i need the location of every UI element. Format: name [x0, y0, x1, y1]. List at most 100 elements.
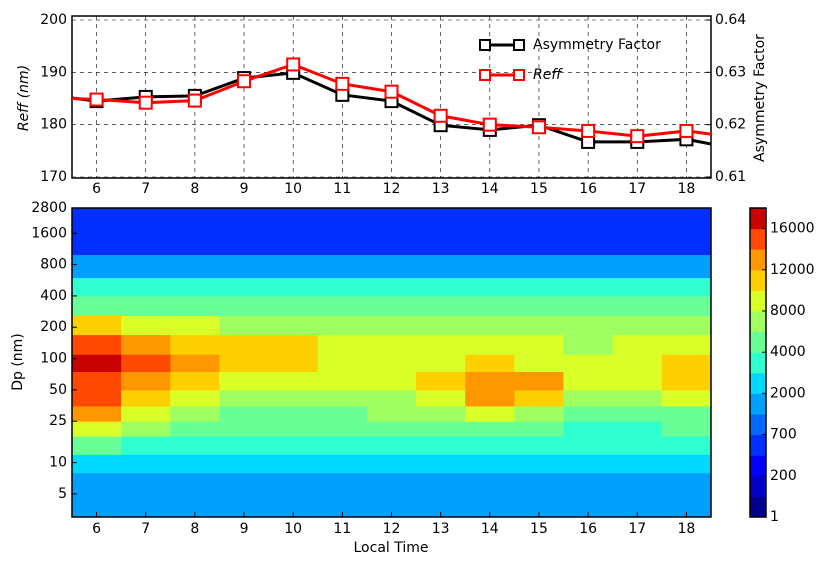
- heat-cell: [514, 389, 565, 407]
- legend-label: Asymmetry Factor: [533, 37, 661, 53]
- heat-cell: [661, 315, 712, 336]
- x-tick-label: 9: [240, 181, 249, 197]
- y-tick-label: 170: [40, 169, 67, 185]
- legend-marker: [479, 69, 491, 81]
- heat-cell: [416, 405, 466, 422]
- heat-cell: [317, 389, 368, 407]
- heat-cell: [416, 472, 466, 495]
- x-tick-label: 18: [678, 521, 696, 537]
- y-axis-label: Reff (nm): [16, 65, 32, 131]
- heat-cell: [72, 354, 122, 373]
- heat-cell: [465, 277, 515, 297]
- heat-cell: [514, 208, 565, 256]
- colorbar-tick-label: 4000: [770, 344, 806, 360]
- y-tick-label: 200: [40, 12, 67, 28]
- heat-cell: [416, 354, 466, 373]
- heat-cell: [514, 405, 565, 422]
- heat-cell: [170, 208, 220, 256]
- heat-cell: [219, 208, 270, 256]
- heat-cell: [514, 421, 565, 437]
- heat-cell: [514, 472, 565, 495]
- heat-cell: [72, 493, 122, 518]
- marker: [630, 129, 645, 144]
- colorbar-tick-label: 2000: [770, 385, 806, 401]
- heat-cell: [465, 421, 515, 437]
- heat-cell: [465, 436, 515, 455]
- heat-cell: [366, 254, 417, 279]
- x-tick-label: 13: [432, 521, 450, 537]
- heat-cell: [268, 493, 319, 518]
- heat-cell: [563, 354, 614, 373]
- heat-cell: [514, 315, 565, 336]
- x-tick-label: 18: [678, 181, 696, 197]
- heat-cell: [72, 389, 122, 407]
- heat-cell: [514, 493, 565, 518]
- heat-cell: [219, 389, 270, 407]
- heat-cell: [366, 389, 417, 407]
- heat-cell: [514, 354, 565, 373]
- heat-cell: [268, 295, 319, 316]
- heat-cell: [268, 389, 319, 407]
- heat-cell: [563, 277, 614, 297]
- heat-cell: [416, 254, 466, 279]
- heat-cell: [366, 421, 417, 437]
- heat-cell: [661, 277, 712, 297]
- heat-cell: [170, 436, 220, 455]
- heat-cell: [563, 421, 614, 437]
- marker: [679, 123, 694, 138]
- colorbar-band: [750, 331, 766, 353]
- heat-cell: [268, 436, 319, 455]
- heat-cell: [416, 334, 466, 355]
- colorbar-tick-label: 12000: [770, 262, 815, 278]
- heat-cell: [612, 315, 663, 336]
- heat-cell: [661, 295, 712, 316]
- colorbar-band: [750, 455, 766, 477]
- marker: [237, 74, 252, 89]
- heat-cell: [514, 277, 565, 297]
- heat-cell: [268, 315, 319, 336]
- heat-cell: [563, 493, 614, 518]
- heat-cell: [121, 421, 171, 437]
- heat-cell: [317, 254, 368, 279]
- heat-cell: [366, 277, 417, 297]
- heat-cell: [366, 493, 417, 518]
- heat-cell: [366, 334, 417, 355]
- colorbar-band: [750, 434, 766, 456]
- heat-cell: [317, 315, 368, 336]
- heat-cell: [563, 436, 614, 455]
- heat-cell: [121, 315, 171, 336]
- heat-cell: [366, 405, 417, 422]
- heat-cell: [268, 371, 319, 391]
- heat-cell: [416, 208, 466, 256]
- x-axis-label: Local Time: [354, 540, 429, 556]
- x-tick-label: 13: [432, 181, 450, 197]
- y2-axis-label: Asymmetry Factor: [752, 34, 768, 162]
- heat-cell: [563, 334, 614, 355]
- x-tick-label: 15: [530, 181, 548, 197]
- heat-cell: [121, 493, 171, 518]
- heat-cell: [317, 354, 368, 373]
- heat-cell: [268, 254, 319, 279]
- heat-cell: [563, 371, 614, 391]
- heat-cell: [465, 254, 515, 279]
- heat-cell: [366, 354, 417, 373]
- heat-cell: [661, 405, 712, 422]
- heat-cell: [612, 254, 663, 279]
- heat-cell: [514, 334, 565, 355]
- colorbar-band: [750, 290, 766, 312]
- heat-cell: [465, 454, 515, 474]
- heat-cell: [612, 454, 663, 474]
- y2-tick-label: 0.61: [715, 169, 746, 185]
- heat-cell: [121, 389, 171, 407]
- heat-cell: [219, 421, 270, 437]
- heat-cell: [72, 277, 122, 297]
- heat-cell: [72, 405, 122, 422]
- heat-cell: [121, 277, 171, 297]
- marker: [384, 84, 399, 99]
- x-tick-label: 14: [481, 181, 499, 197]
- x-tick-label: 8: [190, 521, 199, 537]
- heat-cell: [563, 315, 614, 336]
- marker: [433, 108, 448, 123]
- heat-cell: [317, 436, 368, 455]
